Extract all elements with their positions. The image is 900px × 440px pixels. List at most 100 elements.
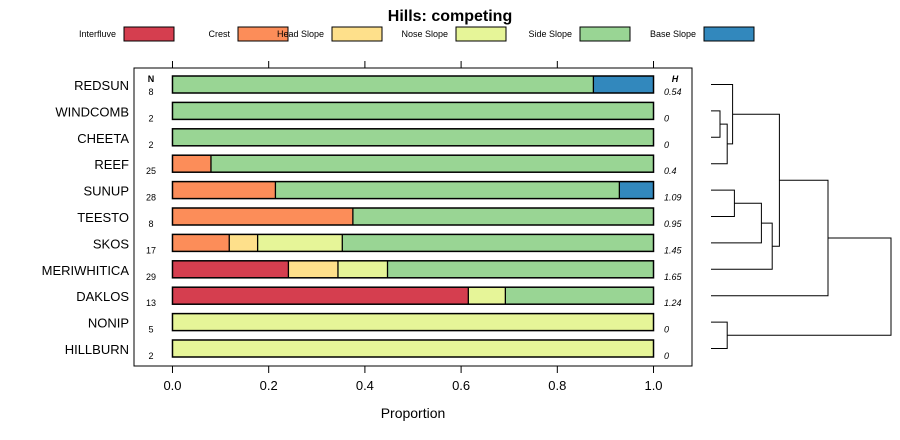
bar-segment: [172, 128, 654, 146]
legend-label: Nose Slope: [401, 29, 448, 39]
legend-swatch: [237, 26, 289, 42]
dendrogram-link: [711, 84, 734, 145]
dendrogram-link: [711, 222, 773, 270]
category-label: MERIWHITICA: [42, 263, 130, 278]
category-label: HILLBURN: [65, 342, 129, 357]
category-label: REDSUN: [74, 78, 129, 93]
bar-segment: [505, 287, 654, 305]
h-value: 0.4: [664, 166, 677, 176]
bar-segment: [468, 287, 506, 305]
bar-segment: [172, 260, 289, 278]
bar-segment: [593, 76, 654, 93]
n-value: 5: [148, 325, 153, 335]
bar-segment: [229, 234, 258, 252]
bar-segment: [257, 234, 343, 252]
bar-outline: [171, 339, 655, 358]
bar-segment: [210, 155, 654, 173]
n-value: 8: [148, 219, 153, 229]
legend-item: Head Slope: [277, 26, 383, 42]
h-value: 1.45: [664, 245, 683, 255]
bar-segment: [172, 234, 230, 252]
bar-segment: [619, 181, 654, 199]
x-tick-label: 0.6: [452, 378, 470, 393]
legend: Interfluve Crest Head Slope Nose Slope Side …: [79, 26, 755, 42]
n-value: 28: [146, 193, 156, 203]
h-value: 0.95: [664, 219, 683, 229]
legend-swatch: [703, 26, 755, 42]
bar-outline: [171, 286, 655, 305]
dendrogram-link: [711, 189, 735, 217]
bar-outline: [171, 75, 655, 94]
x-axis-label: Proportion: [381, 405, 446, 421]
legend-item: Crest: [208, 26, 289, 42]
bar-row: DAKLOS 13 1.24: [76, 286, 682, 308]
bar-segment: [172, 340, 654, 357]
legend-swatch: [455, 26, 507, 42]
x-tick-label: 0.2: [260, 378, 278, 393]
bar-row: MERIWHITICA 29 1.65: [42, 260, 683, 282]
bar-outline: [171, 233, 655, 253]
plot-frame: [133, 67, 693, 367]
h-value: 1.65: [664, 272, 683, 282]
bar-segment: [172, 76, 594, 93]
h-column-header: H: [672, 74, 679, 84]
legend-item: Base Slope: [650, 26, 755, 42]
bar-row: REEF 25 0.4: [94, 154, 677, 176]
n-value: 17: [146, 245, 156, 255]
bar-rows: REDSUN 8 0.54 WINDCOMB 2 0 CHEETA 2 0 REEF 25 0.4 SU…: [42, 75, 683, 361]
chart-title: Hills: competing: [388, 8, 512, 25]
bar-row: SUNUP 28 1.09: [83, 180, 682, 203]
legend-swatch: [331, 26, 383, 42]
n-value: 2: [148, 140, 153, 150]
legend-item: Nose Slope: [401, 26, 507, 42]
bar-outline: [171, 180, 655, 200]
category-label: WINDCOMB: [55, 104, 129, 119]
h-value: 0: [664, 325, 669, 335]
x-axis: 0.0 0.2 0.4 0.6 0.8 1.0: [163, 61, 663, 393]
category-label: REEF: [94, 157, 129, 172]
legend-item: Interfluve: [79, 26, 175, 42]
bar-segment: [288, 260, 338, 278]
n-value: 8: [148, 87, 153, 97]
bar-segment: [172, 155, 211, 173]
category-label: CHEETA: [77, 131, 129, 146]
legend-swatch: [579, 26, 631, 42]
n-value: 13: [146, 298, 156, 308]
bar-segment: [387, 260, 654, 278]
bar-segment: [342, 234, 654, 252]
bar-row: REDSUN 8 0.54: [74, 75, 682, 97]
x-tick-label: 0.8: [548, 378, 566, 393]
bar-segment: [172, 313, 654, 331]
legend-label: Crest: [208, 29, 230, 39]
dendrogram-link: [711, 321, 728, 349]
legend-label: Side Slope: [528, 29, 572, 39]
dendrogram-link: [711, 110, 721, 138]
legend-swatch: [123, 26, 175, 42]
bar-segment: [172, 208, 353, 225]
bar-outline: [171, 207, 655, 226]
bar-segment: [275, 181, 620, 199]
bar-segment: [172, 287, 469, 305]
category-label: DAKLOS: [76, 289, 129, 304]
bar-row: HILLBURN 2 0: [65, 339, 669, 361]
bar-segment: [172, 181, 276, 199]
h-value: 0: [664, 351, 669, 361]
n-value: 2: [148, 113, 153, 123]
bar-row: NONIP 5 0: [88, 312, 669, 335]
legend-item: Side Slope: [528, 26, 631, 42]
x-tick-label: 0.4: [356, 378, 374, 393]
bar-outline: [171, 312, 655, 332]
bar-row: TEESTO 8 0.95: [77, 207, 683, 229]
bar-segment: [172, 102, 654, 120]
category-label: SKOS: [93, 236, 129, 251]
legend-label: Head Slope: [277, 29, 324, 39]
x-tick-label: 0.0: [163, 378, 181, 393]
bar-outline: [171, 260, 655, 279]
category-label: SUNUP: [83, 184, 129, 199]
bar-outline: [171, 128, 655, 147]
legend-label: Base Slope: [650, 29, 696, 39]
n-value: 29: [146, 272, 156, 282]
h-value: 1.09: [664, 193, 682, 203]
h-value: 0.54: [664, 87, 682, 97]
